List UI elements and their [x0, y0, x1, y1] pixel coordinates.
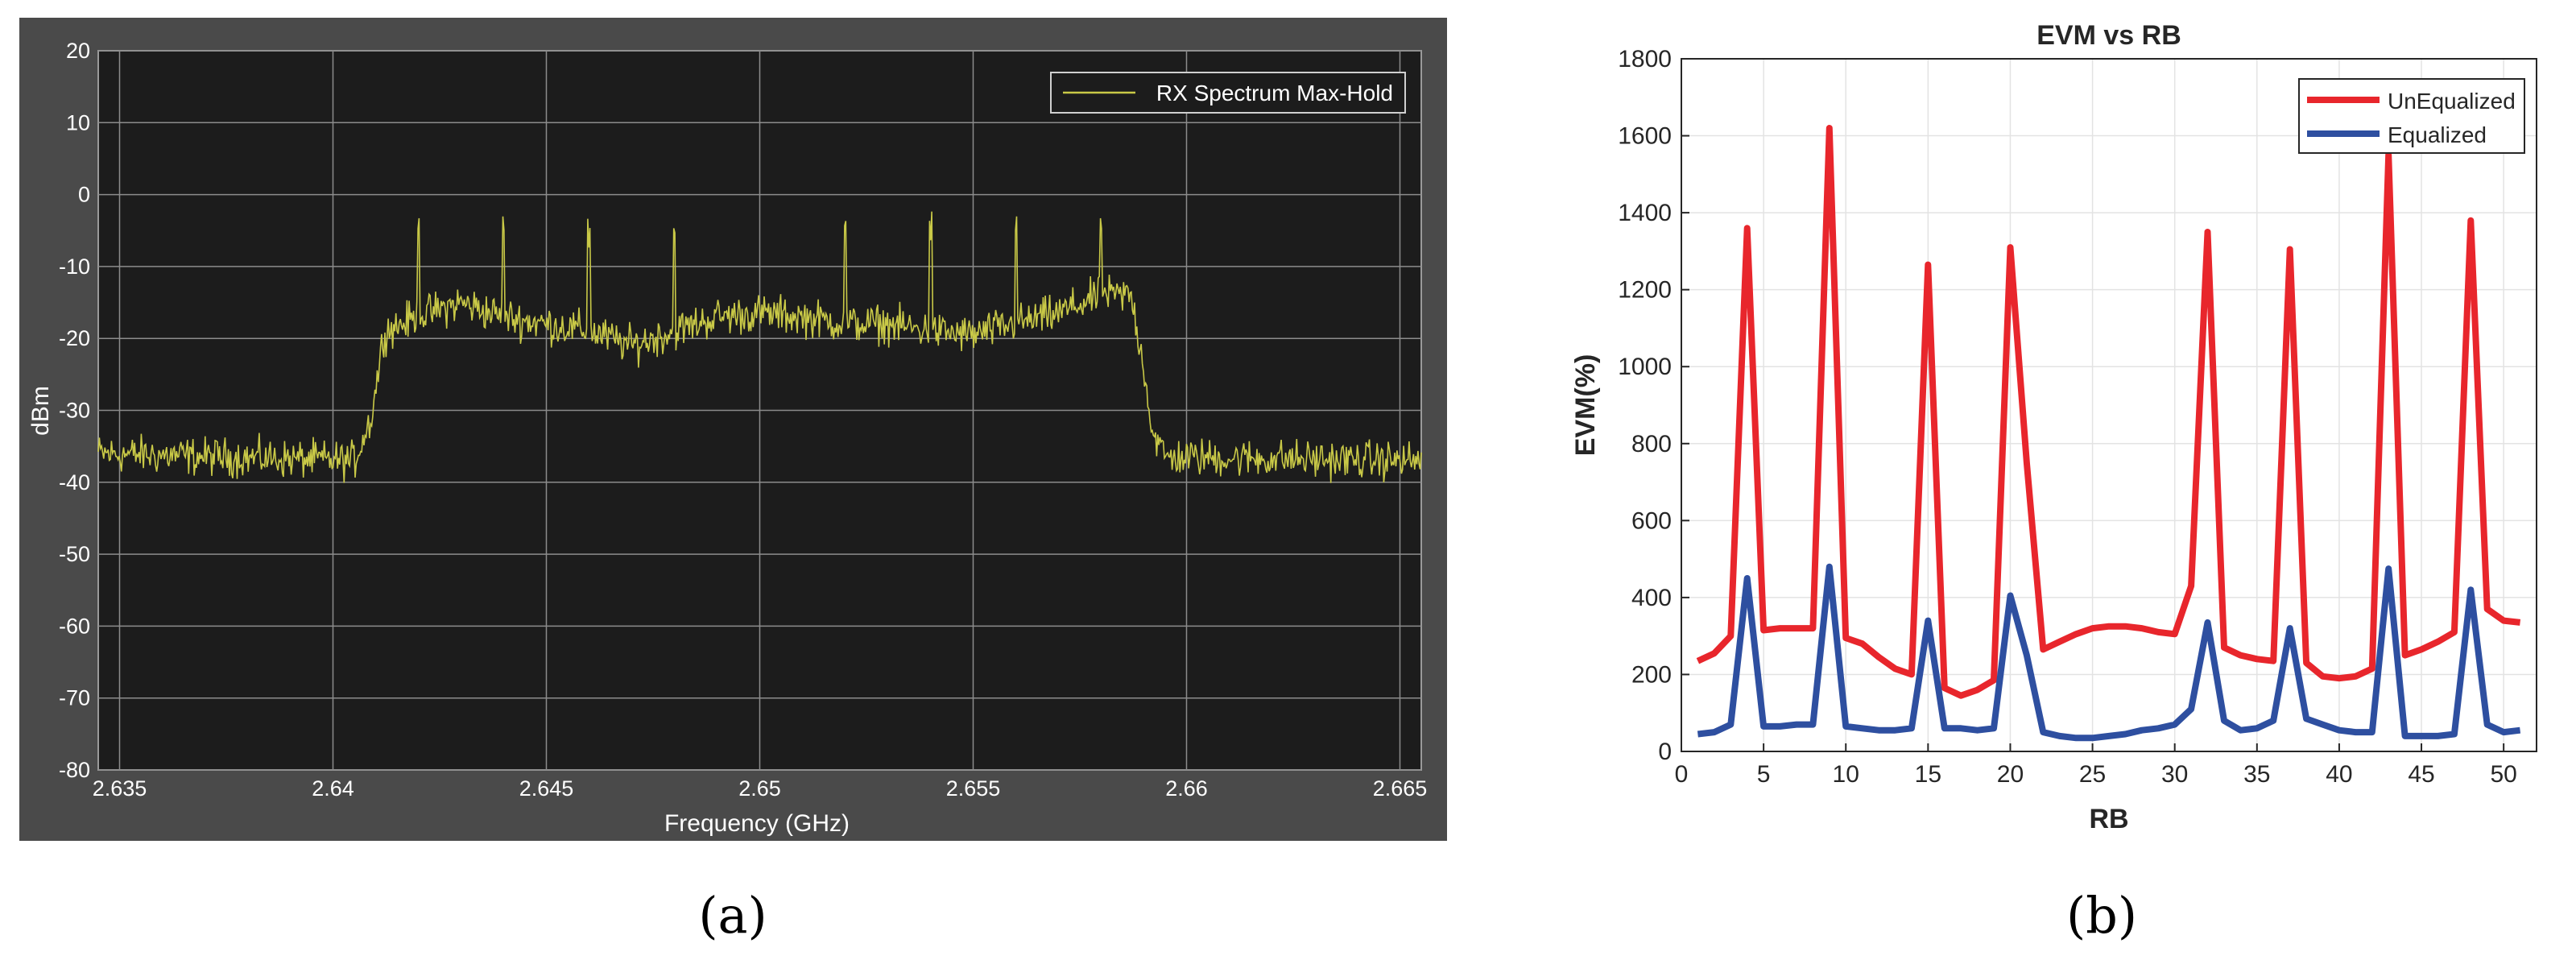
spectrum-y-axis-label: dBm	[27, 386, 54, 436]
evm-x-tick-label: 25	[2079, 761, 2106, 788]
spectrum-x-tick-label: 2.665	[1373, 776, 1428, 801]
evm-series	[1696, 125, 2521, 742]
evm-y-tick-label: 1600	[1618, 123, 1672, 150]
spectrum-y-tick-label: 20	[66, 39, 90, 63]
spectrum-x-tick-label: 2.64	[312, 776, 354, 801]
evm-x-tick-label: 50	[2490, 761, 2516, 788]
evm-x-tick-label: 40	[2326, 761, 2352, 788]
spectrum-y-tick-label: -70	[59, 686, 90, 710]
evm-x-tick-label: 35	[2243, 761, 2270, 788]
spectrum-y-tick-label: -50	[59, 542, 90, 566]
evm-y-tick-label: 0	[1658, 739, 1672, 765]
evm-y-ticks: 0 200 400 600 800 1000 1200 1400 1600 1800	[1618, 46, 1689, 765]
spectrum-y-ticks: 20 10 0 -10 -20 -30 -40 -50 -60 -70 -80	[59, 39, 90, 782]
spectrum-y-tick-label: 0	[78, 183, 90, 207]
evm-x-tick-label: 5	[1757, 761, 1771, 788]
spectrum-y-tick-label: -10	[59, 255, 90, 279]
spectrum-y-tick-label: -60	[59, 614, 90, 638]
evm-y-tick-label: 1000	[1618, 354, 1672, 380]
evm-x-axis-label: RB	[2089, 804, 2128, 834]
evm-y-tick-label: 800	[1631, 431, 1672, 457]
spectrum-x-ticks: 2.635 2.64 2.645 2.65 2.655 2.66 2.665	[93, 776, 1428, 801]
evm-panel: 0 5 10 15 20 25 30 35 40 45 50 0 200 400 600 800 1000 12…	[1570, 20, 2537, 834]
spectrum-y-tick-label: -20	[59, 326, 90, 350]
evm-legend-label-equalized: Equalized	[2388, 122, 2487, 147]
evm-y-tick-label: 1400	[1618, 200, 1672, 226]
spectrum-series	[97, 211, 1422, 483]
evm-legend-label-unequalized: UnEqualized	[2388, 89, 2516, 114]
evm-plot-area	[1681, 59, 2537, 751]
evm-x-tick-label: 45	[2408, 761, 2434, 788]
spectrum-legend-label: RX Spectrum Max-Hold	[1156, 81, 1393, 106]
evm-title: EVM vs RB	[2036, 20, 2181, 51]
spectrum-x-tick-label: 2.635	[93, 776, 147, 801]
evm-x-tick-label: 10	[1833, 761, 1859, 788]
spectrum-y-tick-label: 10	[66, 110, 90, 135]
evm-line-unequalized	[1696, 125, 2521, 699]
evm-y-tick-label: 400	[1631, 585, 1672, 611]
evm-y-axis-label: EVM(%)	[1570, 354, 1601, 457]
spectrum-x-tick-label: 2.65	[738, 776, 781, 801]
evm-x-tick-label: 20	[1997, 761, 2024, 788]
evm-legend-box	[2298, 78, 2525, 154]
evm-x-tick-label: 30	[2161, 761, 2188, 788]
evm-x-ticks: 0 5 10 15 20 25 30 35 40 45 50	[1675, 743, 2517, 788]
spectrum-x-tick-label: 2.655	[946, 776, 1001, 801]
spectrum-x-tick-label: 2.645	[519, 776, 574, 801]
spectrum-y-tick-label: -80	[59, 758, 90, 782]
caption-a: (a)	[698, 886, 767, 945]
evm-y-tick-label: 600	[1631, 507, 1672, 534]
spectrum-x-tick-label: 2.66	[1165, 776, 1208, 801]
evm-y-tick-label: 200	[1631, 661, 1672, 688]
evm-legend: UnEqualized Equalized	[2298, 78, 2525, 154]
spectrum-legend: RX Spectrum Max-Hold	[1050, 72, 1406, 114]
evm-y-tick-label: 1200	[1618, 277, 1672, 304]
spectrum-y-tick-label: -40	[59, 470, 90, 495]
spectrum-grid	[98, 50, 1421, 771]
spectrum-panel: 2.635 2.64 2.645 2.65 2.655 2.66 2.665 20 10 0 -1…	[19, 18, 1447, 841]
spectrum-trace-max-hold	[97, 211, 1422, 483]
evm-y-tick-label: 1800	[1618, 46, 1672, 72]
evm-axes-box	[1681, 58, 2537, 752]
spectrum-y-tick-label: -30	[59, 399, 90, 423]
evm-line-equalized	[1697, 563, 2521, 742]
caption-b: (b)	[2066, 886, 2137, 945]
spectrum-x-axis-label: Frequency (GHz)	[664, 810, 850, 837]
evm-x-tick-label: 0	[1675, 761, 1689, 788]
evm-x-tick-label: 15	[1915, 761, 1941, 788]
